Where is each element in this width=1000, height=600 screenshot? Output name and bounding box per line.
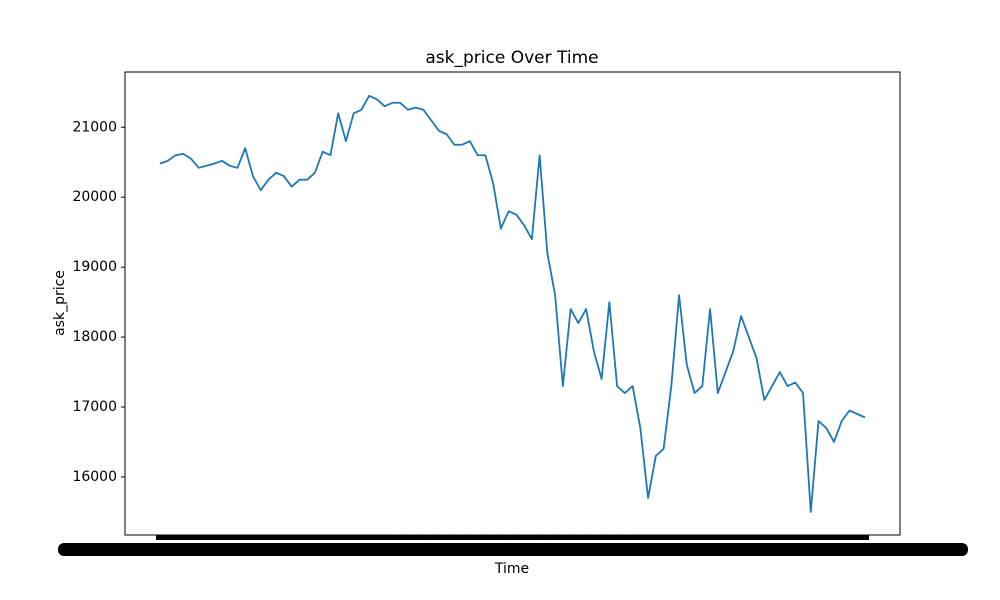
x-axis-label: Time bbox=[494, 561, 529, 577]
price-line bbox=[159, 94, 866, 513]
plot-frame bbox=[124, 71, 901, 536]
y-tick-label: 18000 bbox=[72, 329, 117, 345]
y-tick-label: 19000 bbox=[72, 259, 117, 275]
overlapping-x-tick-labels bbox=[58, 543, 968, 556]
y-tick-label: 17000 bbox=[72, 399, 117, 415]
y-tick-label: 20000 bbox=[72, 189, 117, 205]
y-axis-label: ask_price bbox=[52, 270, 68, 336]
y-tick-label: 16000 bbox=[72, 469, 117, 485]
chart-title: ask_price Over Time bbox=[425, 48, 598, 68]
y-tick-label: 21000 bbox=[72, 119, 117, 135]
